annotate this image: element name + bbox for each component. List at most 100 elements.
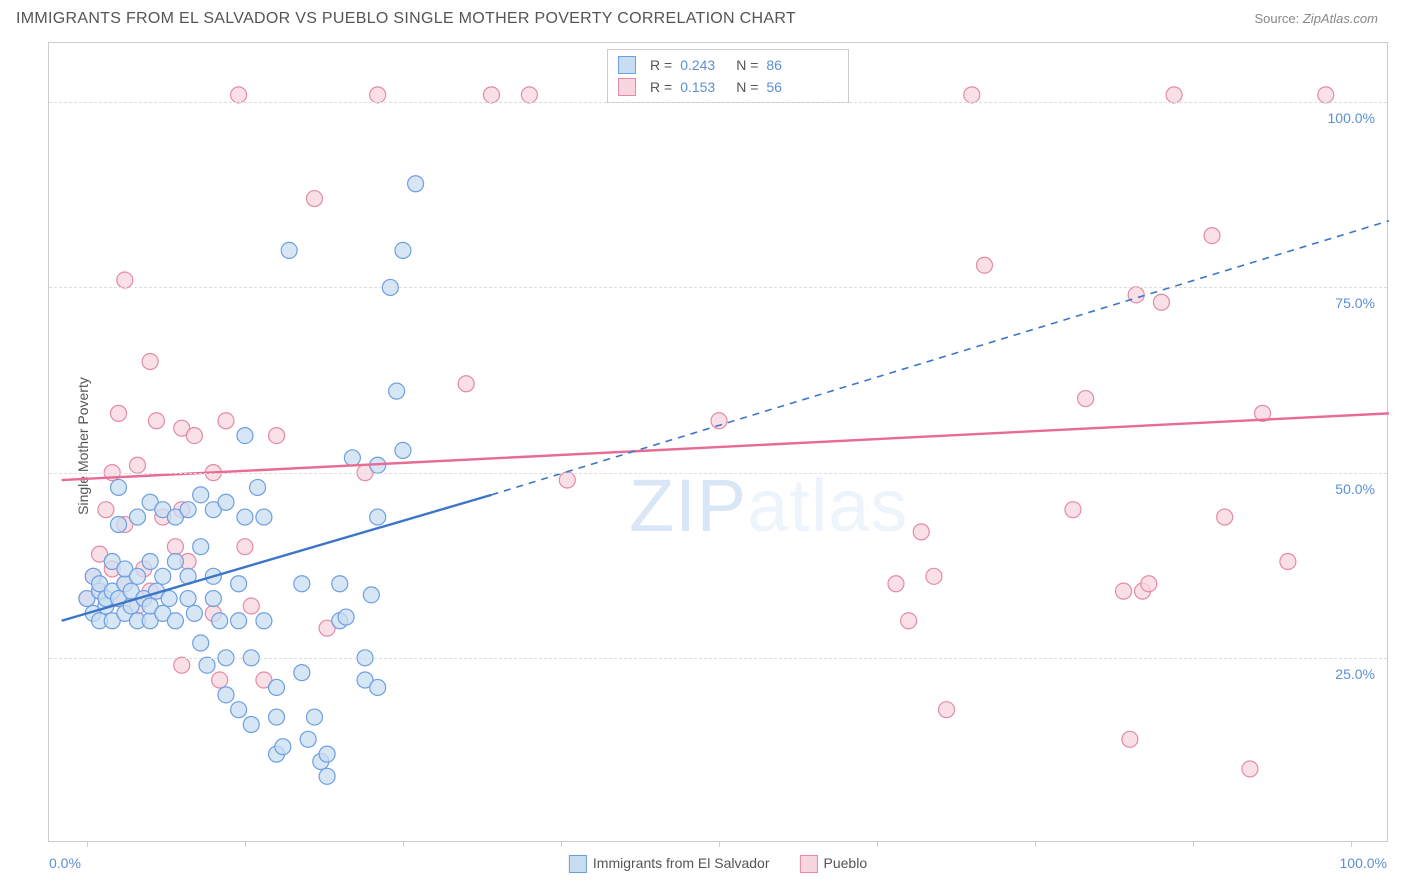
x-tick <box>1193 841 1194 847</box>
scatter-point <box>231 576 247 592</box>
scatter-point <box>281 242 297 258</box>
scatter-point <box>901 613 917 629</box>
series-legend: Immigrants from El Salvador Pueblo <box>569 855 867 873</box>
scatter-point <box>1217 509 1233 525</box>
legend-label: Immigrants from El Salvador <box>593 855 770 871</box>
x-tick <box>403 841 404 847</box>
y-tick-label: 50.0% <box>1335 481 1375 497</box>
legend-n-label: N = <box>736 79 758 95</box>
scatter-point <box>237 539 253 555</box>
scatter-point <box>218 687 234 703</box>
legend-swatch <box>618 78 636 96</box>
scatter-point <box>275 739 291 755</box>
trendline-elsalvador-dashed <box>491 221 1389 495</box>
scatter-point <box>370 509 386 525</box>
scatter-point <box>483 87 499 103</box>
scatter-point <box>205 591 221 607</box>
scatter-point <box>231 702 247 718</box>
scatter-point <box>155 568 171 584</box>
x-tick <box>245 841 246 847</box>
scatter-point <box>1122 731 1138 747</box>
scatter-point <box>269 679 285 695</box>
scatter-point <box>1153 294 1169 310</box>
scatter-point <box>395 242 411 258</box>
legend-n-value: 56 <box>766 79 814 95</box>
y-tick-label: 100.0% <box>1328 110 1375 126</box>
x-tick <box>561 841 562 847</box>
scatter-point <box>231 613 247 629</box>
scatter-point <box>521 87 537 103</box>
scatter-point <box>250 479 266 495</box>
scatter-point <box>142 554 158 570</box>
scatter-point <box>98 502 114 518</box>
scatter-point <box>148 413 164 429</box>
scatter-point <box>964 87 980 103</box>
scatter-point <box>111 516 127 532</box>
scatter-point <box>389 383 405 399</box>
y-tick-label: 75.0% <box>1335 295 1375 311</box>
y-tick-label: 25.0% <box>1335 666 1375 682</box>
scatter-point <box>370 679 386 695</box>
source-name: ZipAtlas.com <box>1303 11 1378 26</box>
scatter-point <box>186 428 202 444</box>
scatter-point <box>888 576 904 592</box>
scatter-point <box>180 591 196 607</box>
legend-swatch <box>800 855 818 873</box>
legend-r-label: R = <box>650 57 672 73</box>
scatter-point <box>1242 761 1258 777</box>
scatter-point <box>243 716 259 732</box>
scatter-point <box>167 613 183 629</box>
scatter-point <box>1166 87 1182 103</box>
legend-item: Pueblo <box>800 855 868 873</box>
scatter-point <box>370 87 386 103</box>
scatter-point <box>129 509 145 525</box>
scatter-point <box>129 568 145 584</box>
scatter-point <box>1116 583 1132 599</box>
legend-r-value: 0.153 <box>680 79 728 95</box>
scatter-point <box>218 413 234 429</box>
scatter-point <box>269 709 285 725</box>
scatter-point <box>395 442 411 458</box>
scatter-point <box>344 450 360 466</box>
correlation-legend: R = 0.243N = 86R = 0.153N = 56 <box>607 49 849 103</box>
scatter-point <box>363 587 379 603</box>
scatter-point <box>117 272 133 288</box>
legend-n-value: 86 <box>766 57 814 73</box>
scatter-point <box>306 191 322 207</box>
x-tick <box>87 841 88 847</box>
chart-title: IMMIGRANTS FROM EL SALVADOR VS PUEBLO SI… <box>16 10 796 28</box>
scatter-point <box>167 554 183 570</box>
scatter-point <box>939 702 955 718</box>
x-tick-label: 0.0% <box>49 855 81 871</box>
source-citation: Source: ZipAtlas.com <box>1254 11 1378 26</box>
scatter-point <box>1318 87 1334 103</box>
gridline <box>49 473 1387 474</box>
legend-item: Immigrants from El Salvador <box>569 855 770 873</box>
scatter-point <box>319 768 335 784</box>
x-tick <box>877 841 878 847</box>
scatter-point <box>913 524 929 540</box>
legend-r-value: 0.243 <box>680 57 728 73</box>
scatter-point <box>129 457 145 473</box>
scatter-point <box>976 257 992 273</box>
scatter-point <box>193 487 209 503</box>
scatter-point <box>243 598 259 614</box>
scatter-point <box>174 657 190 673</box>
scatter-point <box>711 413 727 429</box>
scatter-point <box>338 609 354 625</box>
scatter-point <box>161 591 177 607</box>
scatter-point <box>294 576 310 592</box>
scatter-point <box>142 354 158 370</box>
scatter-point <box>269 428 285 444</box>
scatter-point <box>237 428 253 444</box>
scatter-point <box>1065 502 1081 518</box>
scatter-point <box>1078 391 1094 407</box>
legend-swatch <box>569 855 587 873</box>
trendline-elsalvador-solid <box>62 495 492 621</box>
scatter-point <box>256 509 272 525</box>
gridline <box>49 102 1387 103</box>
gridline <box>49 287 1387 288</box>
scatter-point <box>193 635 209 651</box>
gridline <box>49 658 1387 659</box>
scatter-point <box>193 539 209 555</box>
